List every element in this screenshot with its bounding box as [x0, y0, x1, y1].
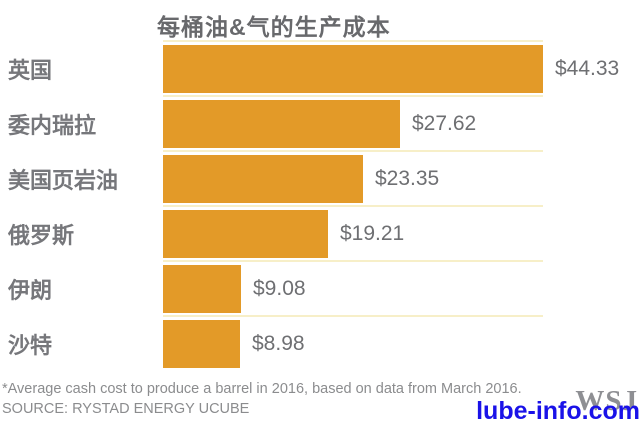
bar	[163, 45, 543, 93]
bar-wrap: $19.21	[163, 210, 404, 258]
source-note: SOURCE: RYSTAD ENERGY UCUBE	[2, 401, 250, 417]
category-label: 俄罗斯	[8, 223, 75, 248]
bar-row: 伊朗 $9.08	[0, 260, 640, 313]
gridline	[163, 260, 543, 262]
bar-row: 沙特 $8.98	[0, 315, 640, 368]
wsj-logo: WSJ	[575, 385, 638, 417]
bar-wrap: $9.08	[163, 265, 306, 313]
bar	[163, 320, 240, 368]
value-label: $8.98	[252, 332, 305, 355]
footnote: *Average cash cost to produce a barrel i…	[2, 381, 522, 397]
bar-wrap: $23.35	[163, 155, 439, 203]
gridline	[163, 150, 543, 152]
value-label: $9.08	[253, 277, 306, 300]
bar-row: 俄罗斯 $19.21	[0, 205, 640, 258]
gridline	[163, 40, 543, 42]
bar-row: 委内瑞拉 $27.62	[0, 95, 640, 148]
bar	[163, 100, 400, 148]
bar-wrap: $8.98	[163, 320, 305, 368]
category-label: 委内瑞拉	[8, 113, 97, 138]
bar-row: 美国页岩油 $23.35	[0, 150, 640, 203]
gridline	[163, 95, 543, 97]
category-label: 美国页岩油	[8, 168, 119, 193]
value-label: $23.35	[375, 167, 440, 190]
category-label: 伊朗	[8, 278, 53, 303]
value-label: $27.62	[412, 112, 477, 135]
bar-row: 英国 $44.33	[0, 40, 640, 93]
gridline	[163, 315, 543, 317]
bar-rows: 英国 $44.33 委内瑞拉 $27.62 美国页岩油 $23.35	[0, 40, 640, 375]
value-label: $44.33	[555, 57, 620, 80]
bar	[163, 155, 363, 203]
category-label: 英国	[8, 58, 53, 83]
bar-wrap: $44.33	[163, 45, 619, 93]
category-label: 沙特	[8, 333, 53, 358]
site-watermark: lube-info.com	[476, 397, 640, 425]
gridline	[163, 205, 543, 207]
value-label: $19.21	[340, 222, 405, 245]
chart-title: 每桶油&气的生产成本	[157, 14, 391, 40]
bar	[163, 210, 328, 258]
bar-wrap: $27.62	[163, 100, 476, 148]
bar	[163, 265, 241, 313]
